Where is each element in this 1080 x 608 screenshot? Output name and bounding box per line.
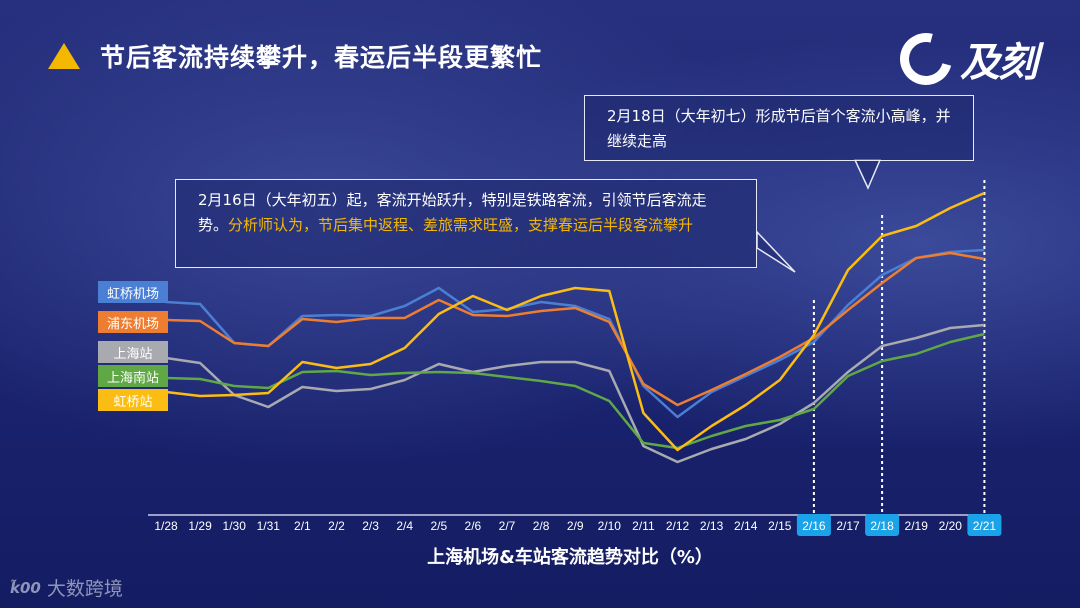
legend-item: 虹桥机场 xyxy=(98,281,168,303)
legend-item: 上海站 xyxy=(98,341,168,363)
x-tick-label: 2/16 xyxy=(802,519,826,533)
watermark-logo-icon: k̃00 xyxy=(10,578,41,597)
x-tick-label: 2/12 xyxy=(666,519,690,533)
highlight-tick-badge xyxy=(796,514,831,536)
legend-label: 浦东机场 xyxy=(106,316,159,332)
highlight-tick-badge xyxy=(967,514,1002,536)
x-tick-label: 2/2 xyxy=(328,519,345,533)
x-tick-label: 2/9 xyxy=(567,519,584,533)
logo-text: 及刻 xyxy=(960,40,1038,86)
series-line-上海南站 xyxy=(165,332,985,450)
x-tick-label: 2/5 xyxy=(430,519,447,533)
x-tick-label: 2/20 xyxy=(939,519,963,533)
callout-peak: 2月18日（大年初七）形成节后首个客流小高峰，并继续走高 xyxy=(584,95,974,161)
legend-label: 上海南站 xyxy=(106,370,159,386)
x-tick-label: 2/17 xyxy=(836,519,860,533)
slide-title: 节后客流持续攀升，春运后半段更繁忙 xyxy=(48,38,542,74)
series-line-上海站 xyxy=(165,323,985,464)
series-line-浦东机场 xyxy=(165,251,985,407)
callout-rise-highlight: 分析师认为，节后集中返程、差旅需求旺盛，支撑春运后半段客流攀升 xyxy=(228,216,694,234)
x-tick-label: 1/28 xyxy=(154,519,178,533)
x-tick-label: 2/13 xyxy=(700,519,724,533)
callout-peak-text: 2月18日（大年初七）形成节后首个客流小高峰，并继续走高 xyxy=(607,107,951,150)
x-tick-label: 2/10 xyxy=(598,519,622,533)
x-tick-label: 2/11 xyxy=(632,519,655,533)
x-axis-title: 上海机场&车站客流趋势对比（%） xyxy=(427,547,713,568)
legend-item: 虹桥站 xyxy=(98,389,168,411)
x-tick-label: 2/19 xyxy=(905,519,929,533)
brand-logo: 及刻 xyxy=(890,23,1038,95)
legend-label: 虹桥站 xyxy=(113,394,153,410)
callout-rise-pointer xyxy=(756,230,796,273)
legend-item: 上海南站 xyxy=(98,365,168,387)
x-tick-label: 2/14 xyxy=(734,519,758,533)
x-tick-label: 1/31 xyxy=(257,519,281,533)
x-tick-label: 2/21 xyxy=(973,519,997,533)
highlight-tick-badge xyxy=(865,514,900,536)
x-tick-label: 2/7 xyxy=(499,519,516,533)
watermark: k̃00 大数跨境 xyxy=(10,574,123,601)
series-line-虹桥站 xyxy=(165,191,985,452)
watermark-text: 大数跨境 xyxy=(46,578,123,600)
x-tick-label: 2/3 xyxy=(362,519,379,533)
x-tick-label: 2/18 xyxy=(870,519,894,533)
legend-item: 浦东机场 xyxy=(98,311,168,333)
x-tick-label: 2/4 xyxy=(396,519,413,533)
x-tick-label: 2/1 xyxy=(294,519,311,533)
callout-rise-text: 2月16日（大年初五）起，客流开始跃升，特别是铁路客流，引领节后客流走势。 xyxy=(198,191,707,234)
x-tick-label: 2/8 xyxy=(533,519,550,533)
title-text: 节后客流持续攀升，春运后半段更繁忙 xyxy=(100,43,543,72)
callout-peak-pointer xyxy=(853,159,882,190)
x-tick-label: 2/6 xyxy=(465,519,482,533)
legend-label: 虹桥机场 xyxy=(106,286,159,302)
series-line-虹桥机场 xyxy=(165,248,985,419)
x-tick-label: 1/30 xyxy=(223,519,247,533)
callout-rise: 2月16日（大年初五）起，客流开始跃升，特别是铁路客流，引领节后客流走势。分析师… xyxy=(175,179,757,268)
warning-triangle-icon xyxy=(48,43,80,69)
legend-label: 上海站 xyxy=(113,346,153,362)
x-tick-label: 2/15 xyxy=(768,519,792,533)
x-tick-label: 1/29 xyxy=(188,519,212,533)
